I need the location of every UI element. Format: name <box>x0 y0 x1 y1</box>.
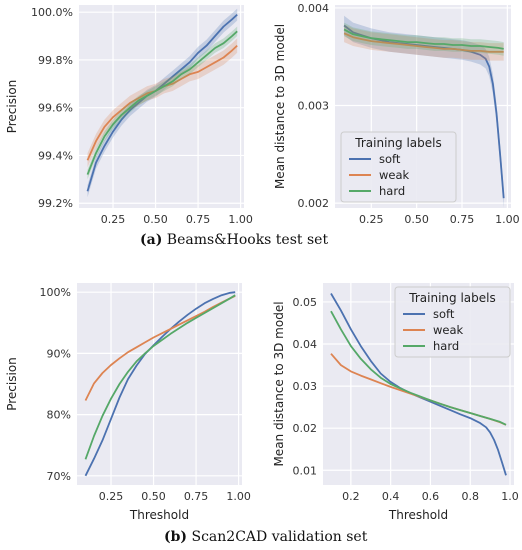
x-tick-label: 0.50 <box>141 490 166 503</box>
x-tick-label: 0.75 <box>450 213 475 226</box>
plot-area <box>79 5 244 208</box>
series-line-hard <box>343 28 504 50</box>
caption-b-text: Scan2CAD validation set <box>191 529 368 545</box>
series-line-weak <box>84 295 236 401</box>
series-line-hard <box>330 310 507 426</box>
series-line-soft <box>86 13 238 192</box>
y-tick-label: 0.002 <box>298 197 330 210</box>
y-tick-label: 100% <box>40 286 71 299</box>
x-tick-label: 1.0 <box>501 490 519 503</box>
legend-entry-hard: hard <box>379 184 405 198</box>
y-tick-label: 100.0% <box>31 6 73 19</box>
y-tick-label: 0.02 <box>293 422 318 435</box>
x-tick-label: 1.00 <box>226 490 251 503</box>
legend: Training labels soft weak hard <box>340 131 457 203</box>
x-tick-label: 0.8 <box>461 490 479 503</box>
plot-area <box>77 283 242 485</box>
x-tick-label: 0.50 <box>143 213 168 226</box>
y-tick-label: 0.03 <box>293 380 318 393</box>
chart-b-right: 0.01 0.02 0.03 0.04 0.05 0.2 0.4 0.6 0.8 1.0 Mean … <box>272 283 519 522</box>
x-tick-label: 1.00 <box>228 213 253 226</box>
caption-b: (b) Scan2CAD validation set <box>164 529 367 545</box>
legend-box <box>340 131 457 203</box>
x-axis-label: Threshold <box>388 508 448 522</box>
y-tick-label: 0.004 <box>298 2 330 15</box>
x-tick-label: 0.25 <box>359 213 384 226</box>
caption-a-text: Beams&Hooks test set <box>166 232 329 248</box>
legend-title: Training labels <box>354 136 441 150</box>
y-axis-label: Mean distance to 3D model <box>272 301 286 466</box>
x-tick-label: 0.75 <box>186 213 211 226</box>
caption-a: (a) Beams&Hooks test set <box>140 232 328 248</box>
y-tick-label: 99.8% <box>38 54 73 67</box>
series-band-soft <box>87 8 238 198</box>
series-band-hard <box>87 26 238 180</box>
series-line-hard <box>86 30 238 175</box>
caption-b-letter: (b) <box>164 529 188 545</box>
legend-entry-weak: weak <box>433 323 464 337</box>
y-tick-label: 90% <box>47 347 71 360</box>
x-tick-label: 0.25 <box>99 490 124 503</box>
legend-entry-weak: weak <box>379 168 410 182</box>
y-tick-label: 70% <box>47 470 71 483</box>
x-tick-label: 0.50 <box>404 213 429 226</box>
y-tick-label: 80% <box>47 409 71 422</box>
series-line-soft <box>84 291 236 477</box>
x-axis-label: Threshold <box>129 508 189 522</box>
y-tick-label: 99.6% <box>38 102 73 115</box>
legend: Training labels soft weak hard <box>394 286 511 358</box>
x-tick-label: 0.6 <box>422 490 440 503</box>
y-tick-label: 0.04 <box>293 338 318 351</box>
y-axis-label: Mean distance to 3D model <box>273 24 287 189</box>
caption-a-letter: (a) <box>140 232 163 248</box>
y-tick-label: 0.003 <box>298 100 330 113</box>
x-tick-label: 0.25 <box>101 213 126 226</box>
chart-a-left: 99.2% 99.4% 99.6% 99.8% 100.0% 0.25 0.50 0.75 1.… <box>5 5 253 226</box>
y-tick-label: 0.01 <box>293 464 318 477</box>
y-axis-label: Precision <box>5 357 19 411</box>
y-axis-label: Precision <box>5 80 19 134</box>
series-line-hard <box>84 294 236 460</box>
chart-b-left: 70% 80% 90% 100% 0.25 0.50 0.75 1.00 Precision Th… <box>5 283 251 522</box>
y-tick-label: 99.2% <box>38 197 73 210</box>
legend-title: Training labels <box>408 291 495 305</box>
x-tick-label: 0.4 <box>382 490 400 503</box>
y-tick-label: 0.05 <box>293 296 318 309</box>
x-tick-label: 0.75 <box>184 490 209 503</box>
chart-a-right: 0.002 0.003 0.004 0.25 0.50 0.75 1.00 Mean dist… <box>273 2 520 226</box>
x-tick-label: 1.00 <box>495 213 520 226</box>
legend-entry-hard: hard <box>433 339 459 353</box>
legend-entry-soft: soft <box>433 307 455 321</box>
series-line-weak <box>343 32 504 53</box>
y-tick-label: 99.4% <box>38 149 73 162</box>
legend-entry-soft: soft <box>379 152 401 166</box>
x-tick-label: 0.2 <box>342 490 360 503</box>
series-band-hard <box>344 22 504 56</box>
legend-box <box>394 286 511 358</box>
series-line-soft <box>330 293 507 476</box>
